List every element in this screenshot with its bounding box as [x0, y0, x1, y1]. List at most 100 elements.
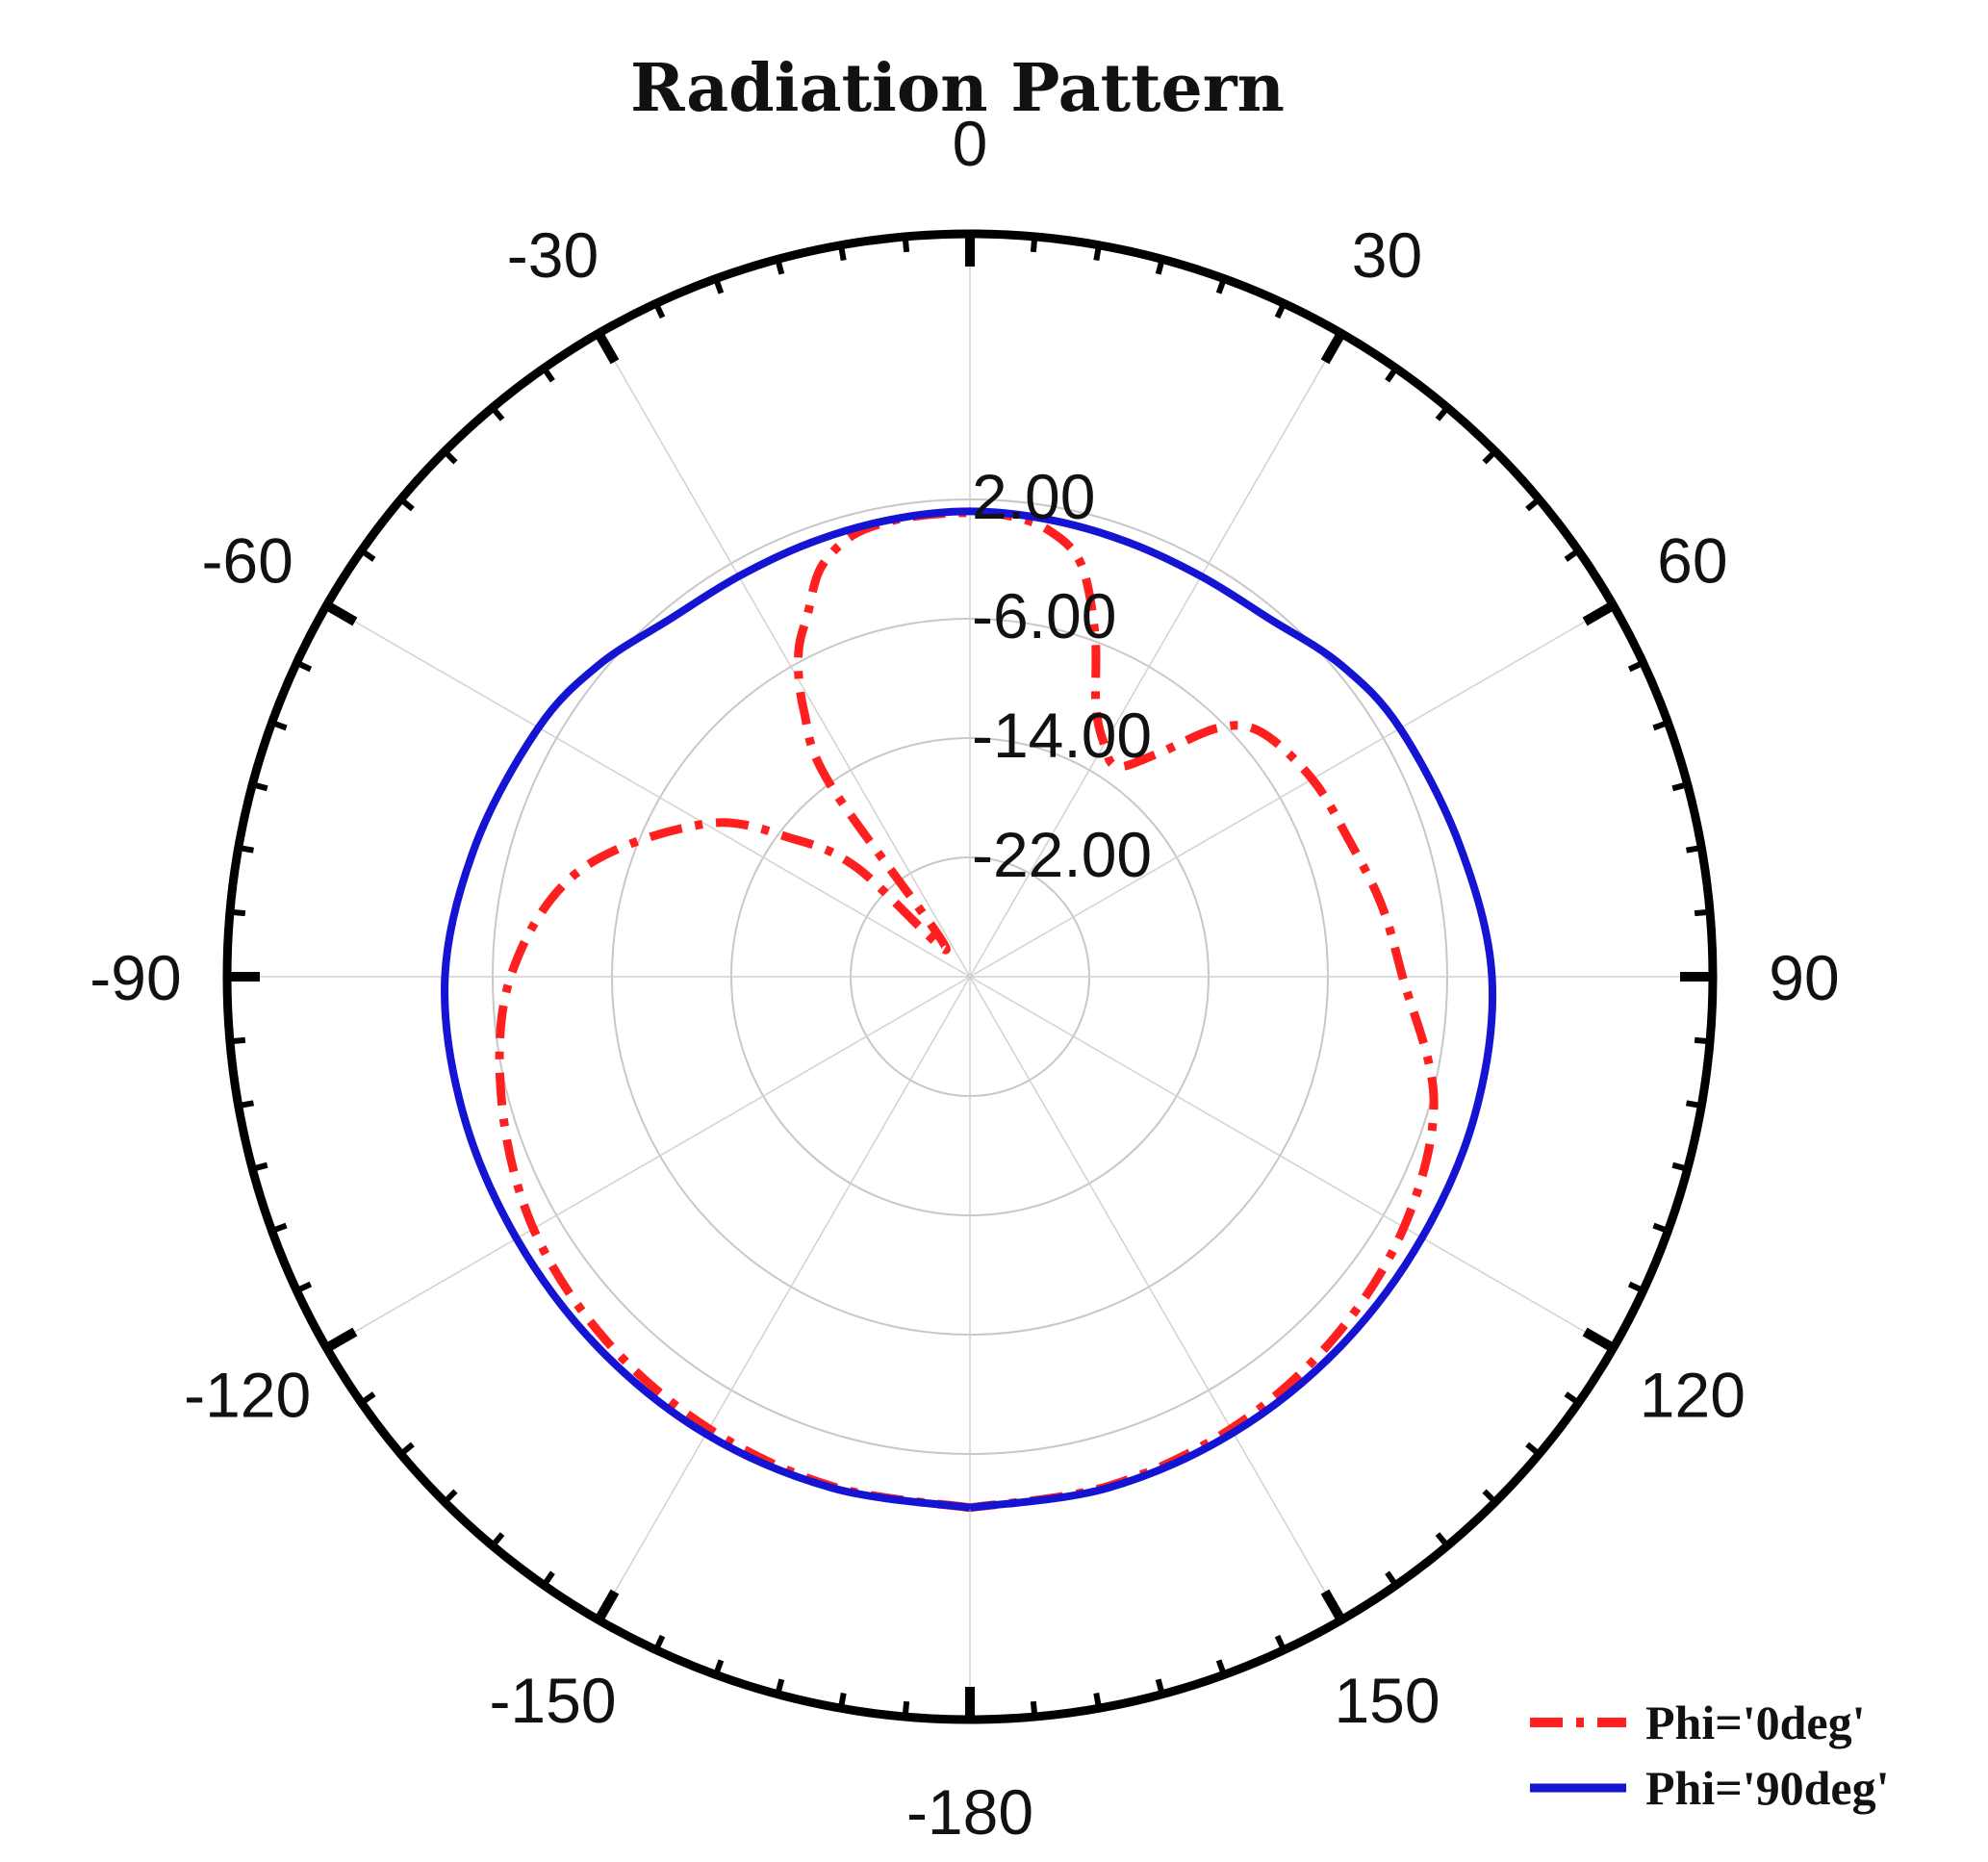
minor-tick: [837, 244, 847, 262]
outer-ring: [222, 229, 1718, 1724]
minor-tick: [490, 1532, 505, 1548]
angle-label: -180: [906, 1776, 1033, 1848]
chart-title: Radiation Pattern: [630, 50, 1285, 127]
legend-label-phi-0deg: Phi='0deg': [1645, 1696, 1866, 1749]
minor-tick: [251, 1161, 268, 1172]
legend-label-phi-90deg: Phi='90deg': [1645, 1761, 1890, 1815]
major-tick: [1320, 1589, 1346, 1623]
minor-tick: [775, 1678, 785, 1696]
minor-tick: [1385, 366, 1399, 383]
minor-tick: [541, 366, 555, 383]
minor-tick: [1685, 1100, 1702, 1110]
angle-label: -30: [507, 219, 599, 291]
grid-spoke-210: [598, 976, 971, 1620]
minor-tick: [713, 1659, 725, 1676]
axis-labels: 0 30 60 90 120 150 -180 -150 -120 -90 -60 -30 2.00 -6…: [89, 108, 1839, 1848]
minor-tick: [713, 277, 725, 294]
minor-tick: [1685, 844, 1702, 854]
grid-spoke-300: [326, 604, 971, 978]
major-tick: [1320, 330, 1346, 365]
minor-tick: [1525, 1441, 1542, 1457]
minor-tick: [1694, 908, 1711, 917]
angle-label: -90: [89, 942, 181, 1013]
major-tick: [323, 600, 358, 626]
series-line-phi-0deg: [495, 508, 1439, 1513]
minor-tick: [295, 660, 313, 673]
minor-tick: [1482, 1489, 1498, 1505]
minor-tick: [1435, 405, 1450, 421]
minor-tick: [1694, 1036, 1711, 1045]
minor-tick: [229, 1036, 246, 1045]
minor-tick: [1155, 258, 1165, 275]
minor-tick: [1274, 1634, 1287, 1651]
minor-tick: [1652, 1222, 1669, 1234]
minor-tick: [837, 1692, 847, 1709]
series-group: [441, 507, 1497, 1513]
minor-tick: [1671, 781, 1689, 792]
minor-tick: [1093, 1692, 1103, 1709]
series-line-phi-90deg: [441, 507, 1497, 1512]
angle-label: -150: [489, 1665, 616, 1736]
minor-tick: [1627, 660, 1644, 673]
minor-tick: [398, 497, 415, 512]
minor-tick: [1482, 448, 1498, 465]
minor-tick: [1652, 720, 1669, 731]
minor-tick: [490, 405, 505, 421]
minor-tick: [442, 448, 458, 465]
major-tick: [594, 330, 620, 365]
angle-label: 150: [1334, 1665, 1440, 1736]
minor-tick: [238, 844, 255, 854]
legend: Phi='0deg' Phi='90deg': [1530, 1696, 1890, 1815]
minor-tick: [1093, 244, 1103, 262]
major-tick: [594, 1589, 620, 1623]
radial-label: -6.00: [972, 580, 1116, 651]
angle-label: 0: [953, 108, 988, 179]
major-tick: [1582, 1327, 1617, 1353]
minor-tick: [541, 1570, 555, 1588]
minor-tick: [1385, 1570, 1399, 1588]
minor-tick: [902, 1700, 910, 1718]
minor-tick: [653, 1634, 666, 1651]
minor-tick: [238, 1100, 255, 1110]
angle-label: -60: [201, 525, 293, 597]
radial-label: -22.00: [972, 819, 1152, 890]
grid-spoke-120: [969, 976, 1614, 1349]
minor-tick: [1671, 1161, 1689, 1172]
minor-tick: [1564, 548, 1581, 562]
minor-tick: [1274, 302, 1287, 319]
minor-tick: [359, 1391, 376, 1406]
major-tick: [1582, 600, 1617, 626]
angle-label: 120: [1640, 1360, 1746, 1431]
grid-spoke-60: [969, 604, 1614, 978]
minor-tick: [270, 1222, 288, 1234]
minor-tick: [1030, 236, 1038, 253]
polar-grid: [227, 234, 1713, 1720]
minor-tick: [1627, 1281, 1644, 1293]
minor-tick: [1030, 1700, 1038, 1718]
minor-tick: [229, 908, 246, 917]
angle-label: -120: [184, 1360, 311, 1431]
minor-tick: [1435, 1532, 1450, 1548]
radial-label: -14.00: [972, 700, 1152, 771]
minor-tick: [902, 236, 910, 253]
angle-label: 90: [1769, 942, 1839, 1013]
grid-spoke-330: [598, 333, 971, 978]
grid-spoke-240: [326, 976, 971, 1349]
grid-spoke-150: [969, 976, 1342, 1620]
minor-tick: [442, 1489, 458, 1505]
radial-label: 2.00: [972, 461, 1095, 532]
angle-label: 60: [1657, 525, 1727, 597]
minor-tick: [1215, 1659, 1227, 1676]
minor-tick: [775, 258, 785, 275]
grid-spoke-30: [969, 333, 1342, 978]
angle-label: 30: [1352, 219, 1422, 291]
minor-tick: [270, 720, 288, 731]
minor-tick: [1564, 1391, 1581, 1406]
minor-tick: [295, 1281, 313, 1293]
minor-tick: [1155, 1678, 1165, 1696]
minor-tick: [359, 548, 376, 562]
minor-tick: [653, 302, 666, 319]
minor-tick: [398, 1441, 415, 1457]
minor-tick: [251, 781, 268, 792]
